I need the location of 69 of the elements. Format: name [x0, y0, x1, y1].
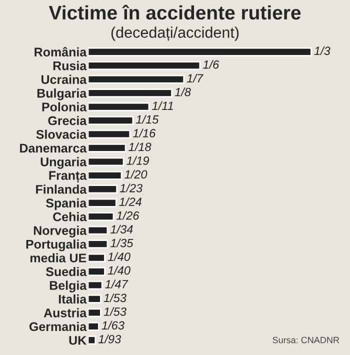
data-label: 1/47 — [105, 280, 128, 288]
bar — [88, 61, 201, 70]
data-label: 1/3 — [314, 46, 330, 56]
y-tick-label: Rusia — [53, 61, 87, 70]
y-tick-label: Italia — [58, 294, 87, 304]
bar — [88, 253, 106, 262]
y-tick-label: Bulgaria — [37, 88, 87, 100]
data-label: 1/34 — [110, 224, 133, 234]
data-label: 1/53 — [104, 307, 126, 316]
data-label: 1/19 — [126, 156, 150, 165]
data-label: 1/26 — [116, 211, 140, 220]
annotation: Sursa: CNADNR — [272, 336, 340, 344]
bar — [88, 88, 172, 98]
y-tick-label: Spania — [46, 198, 87, 210]
bar — [88, 267, 106, 276]
y-tick-label: Grecia — [48, 116, 87, 126]
bar — [88, 157, 124, 166]
bar — [88, 116, 134, 125]
data-label: 1/8 — [174, 88, 191, 96]
bar — [88, 322, 100, 331]
y-tick-label: România — [34, 47, 87, 57]
y-tick-label: Norvegia — [34, 226, 87, 238]
y-tick-label: Finlanda — [36, 184, 87, 194]
data-label: 1/35 — [110, 238, 134, 248]
y-tick-label: Danemarca — [20, 144, 87, 153]
y-tick-label: Polonia — [42, 102, 87, 112]
data-label: 1/53 — [104, 293, 126, 302]
bar — [88, 226, 108, 235]
y-tick-label: Slovacia — [36, 130, 87, 139]
y-tick-label: Cehia — [53, 212, 87, 222]
bar — [88, 336, 96, 345]
bar — [88, 47, 312, 56]
y-tick-label: UK — [69, 336, 86, 345]
data-label: 1/23 — [120, 184, 142, 192]
chart-subtitle: (decedați/accident) — [111, 26, 239, 41]
bar — [88, 184, 118, 194]
data-label: 1/20 — [124, 170, 148, 179]
data-label: 1/63 — [102, 320, 124, 330]
data-label: 1/7 — [186, 74, 204, 82]
bar — [88, 102, 150, 112]
data-label: 1/24 — [119, 197, 142, 206]
y-tick-label: Suedia — [46, 266, 87, 276]
y-tick-label: Belgia — [50, 280, 87, 292]
y-tick-label: media UE — [30, 253, 86, 262]
data-label: 1/40 — [108, 252, 130, 261]
bar — [88, 74, 185, 84]
bar — [88, 308, 102, 318]
bar — [88, 280, 103, 290]
bar — [88, 130, 131, 139]
y-tick-label: Franța — [49, 171, 87, 183]
data-label: 1/15 — [136, 114, 159, 124]
bar — [88, 170, 122, 180]
y-tick-label: Germania — [29, 322, 87, 332]
bar — [88, 143, 126, 152]
data-label: 1/18 — [128, 142, 152, 152]
y-tick-label: Ungaria — [40, 157, 87, 169]
y-tick-label: Ucraina — [42, 74, 87, 84]
bar — [88, 198, 117, 208]
data-label: 1/40 — [108, 266, 130, 275]
bar — [88, 212, 114, 222]
data-label: 1/11 — [152, 101, 173, 110]
y-tick-label: Austria — [44, 308, 87, 318]
y-tick-label: Portugalia — [26, 240, 87, 252]
data-label: 1/93 — [98, 334, 122, 344]
chart-title: Victime în accidente rutiere — [48, 4, 301, 20]
bar — [88, 294, 102, 304]
data-label: 1/6 — [203, 60, 220, 69]
bar — [88, 240, 108, 249]
data-label: 1/16 — [132, 128, 156, 138]
